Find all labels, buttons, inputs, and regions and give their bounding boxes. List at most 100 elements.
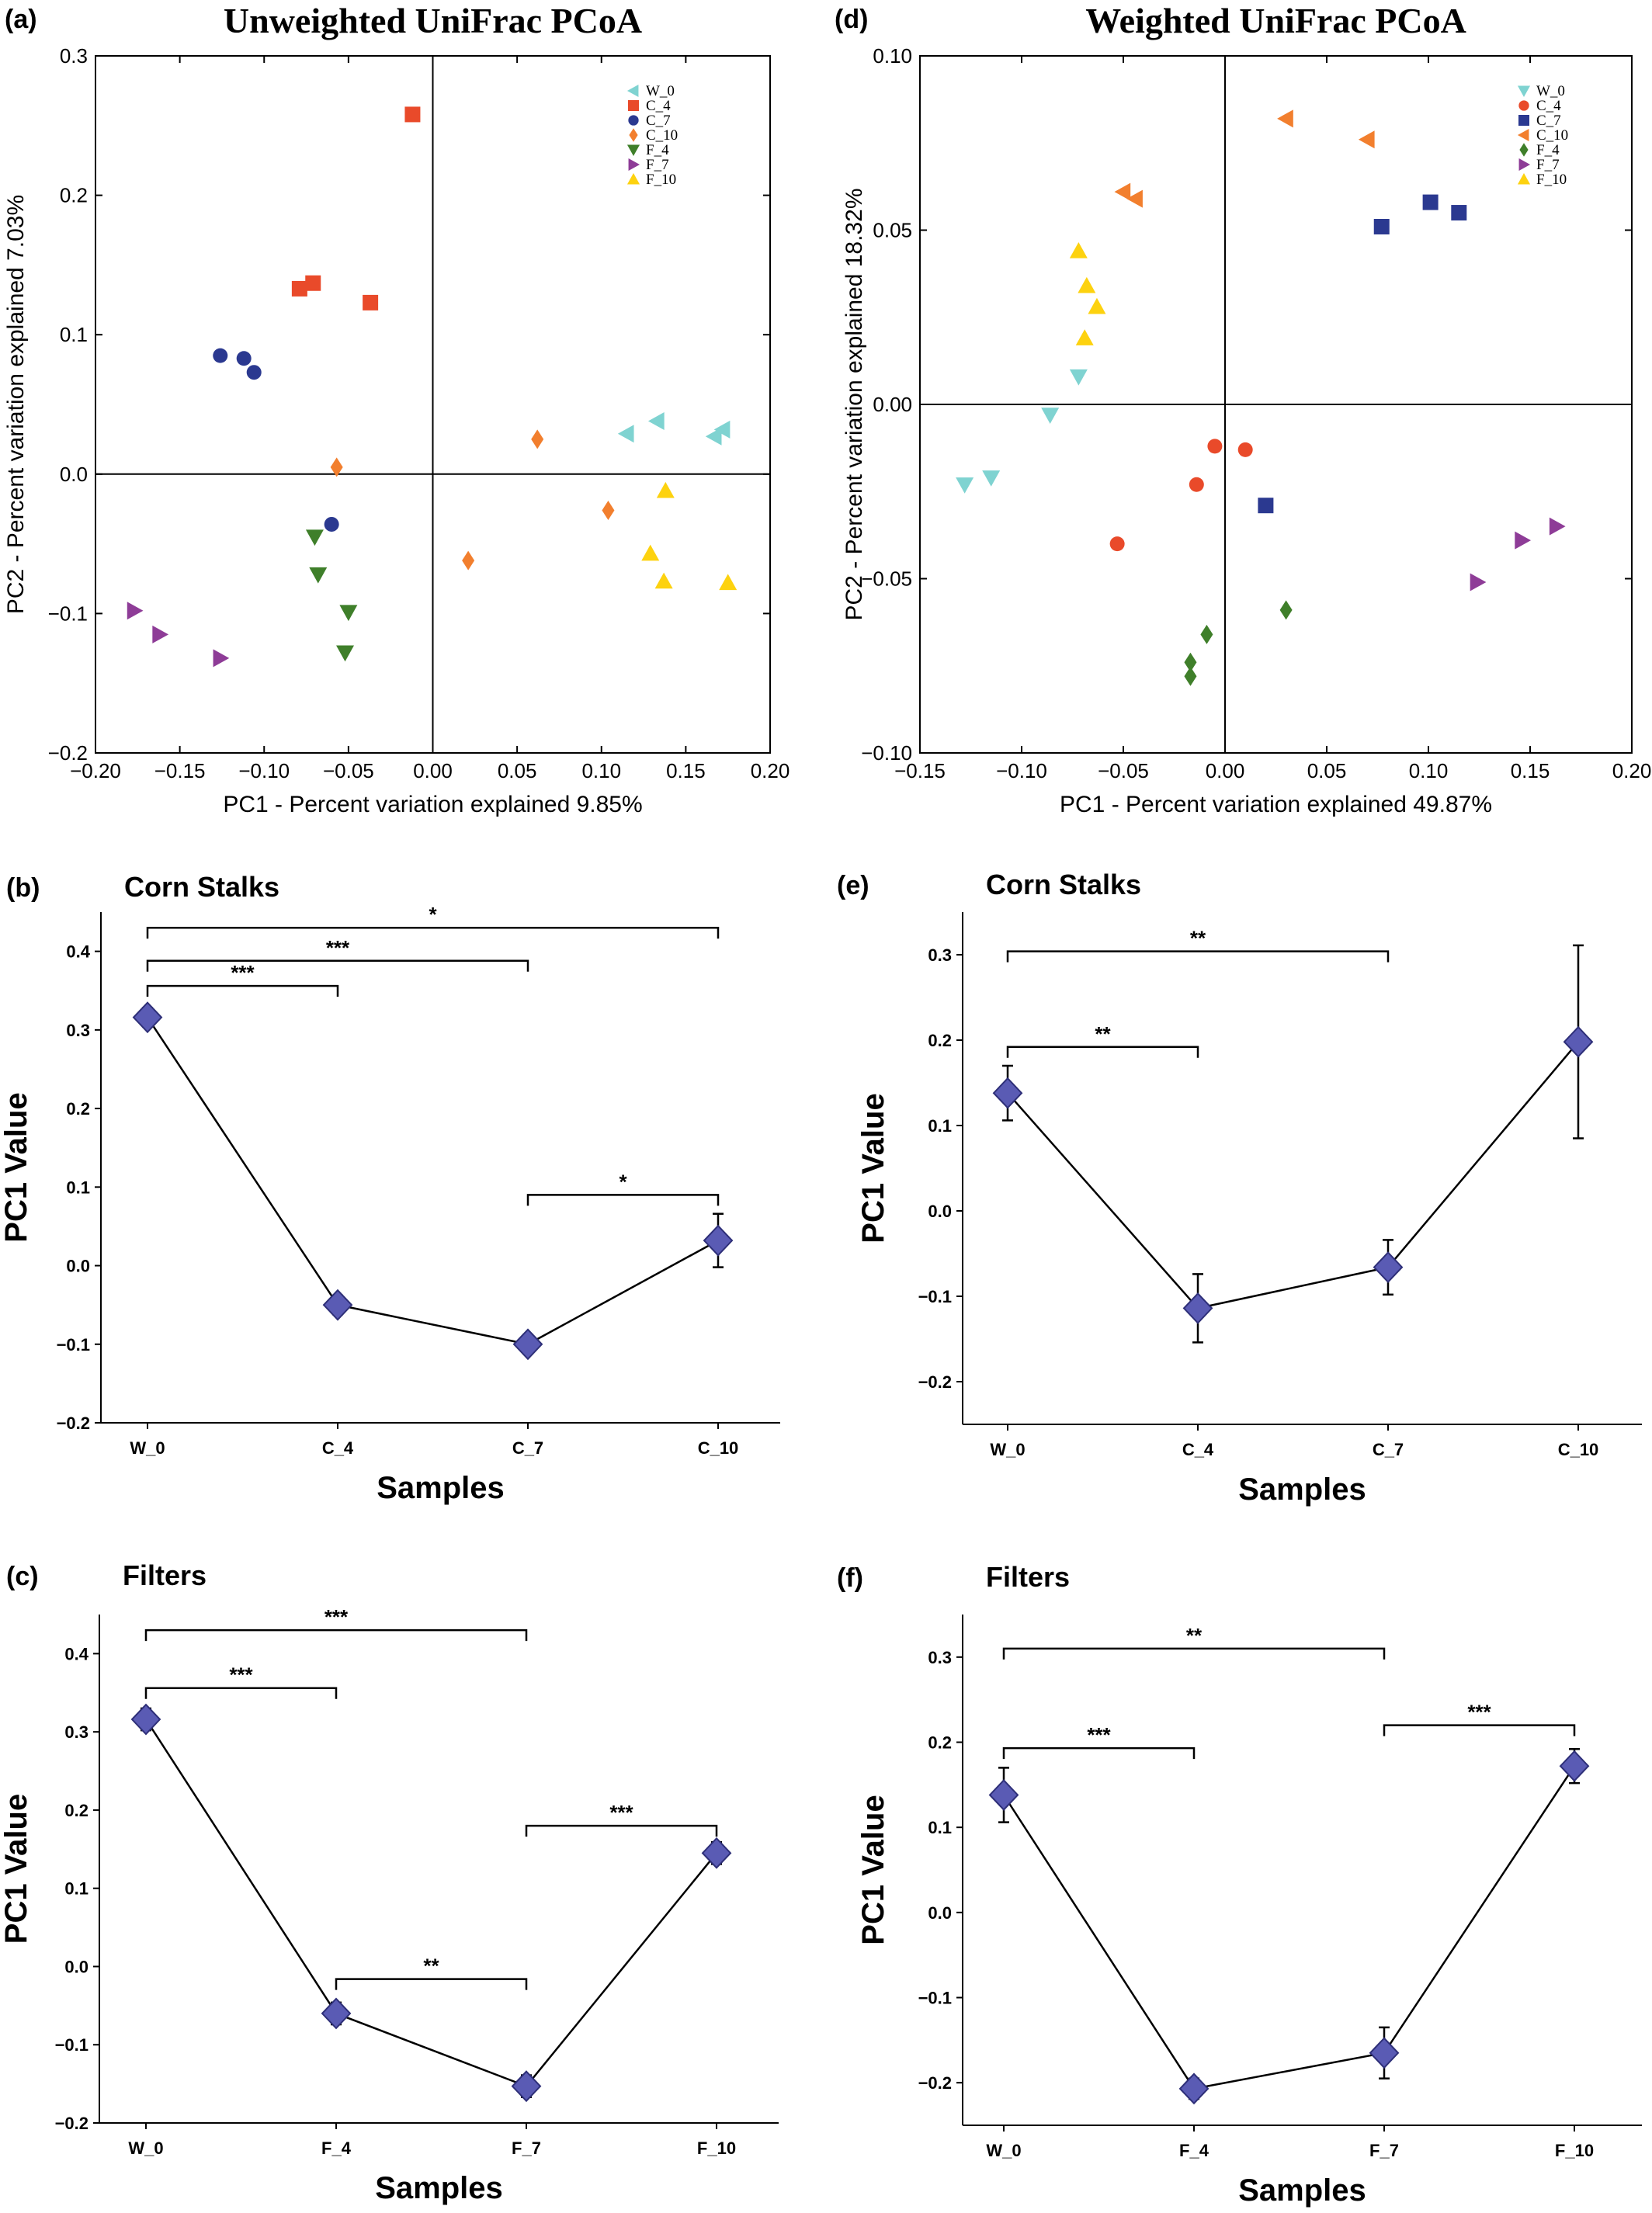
point-f-4 xyxy=(1184,652,1197,672)
legend-label: C_7 xyxy=(1536,113,1561,129)
y-tick-label: 0.10 xyxy=(873,44,912,68)
x-tick-label: C_4 xyxy=(1182,1440,1214,1459)
y-axis-title: PC1 Value xyxy=(0,1794,33,1944)
x-tick-label: F_7 xyxy=(1369,2141,1399,2160)
y-tick-label: 0.3 xyxy=(60,44,88,68)
point-c-10 xyxy=(602,500,615,520)
point-f-7 xyxy=(152,625,169,643)
x-tick-label: W_0 xyxy=(990,1440,1025,1459)
legend-label: F_4 xyxy=(646,142,669,158)
y-tick-label: −0.1 xyxy=(55,2035,88,2055)
point-c-7 xyxy=(236,351,252,366)
series-line xyxy=(1002,1765,1576,2090)
chart-title: Unweighted UniFrac PCoA xyxy=(224,1,642,40)
legend-label: F_4 xyxy=(1536,142,1560,158)
y-tick-label: −0.2 xyxy=(918,2073,952,2093)
point-c-10 xyxy=(462,550,475,571)
y-tick-label: 0.0 xyxy=(60,463,88,486)
x-tick-label: −0.15 xyxy=(894,759,946,782)
significance-label: *** xyxy=(1087,1723,1111,1746)
panel-label: (b) xyxy=(6,873,40,903)
x-tick-label: F_4 xyxy=(1179,2141,1210,2160)
pc1-panel-b: −0.2 −0.1 0.0 0.1 0.2 0.3 0.4 W_0 C_4 C_7 C_10 (b) C… xyxy=(0,871,780,1505)
point-f-7 xyxy=(1470,573,1487,591)
significance-label: *** xyxy=(1467,1701,1491,1724)
x-tick-label: −0.20 xyxy=(70,759,121,782)
x-tick-label: 0.00 xyxy=(413,759,453,782)
y-tick-label: 0.1 xyxy=(60,323,88,346)
y-tick-label: 0.3 xyxy=(66,1021,90,1040)
significance-label: *** xyxy=(326,936,350,959)
pc1-panel-e: −0.2 −0.1 0.0 0.1 0.2 0.3 W_0 C_4 C_7 C_10 (e) Corn… xyxy=(837,869,1642,1507)
x-tick-label: F_7 xyxy=(512,2138,541,2158)
significance-bracket xyxy=(335,1978,528,1990)
x-tick-label: W_0 xyxy=(986,2141,1021,2160)
x-axis-title: PC1 - Percent variation explained 9.85% xyxy=(223,792,642,817)
point-c-4 xyxy=(1207,439,1223,454)
point-c-4 xyxy=(1189,477,1204,492)
significance-bracket xyxy=(1002,1647,1386,1660)
point-c-7 xyxy=(1422,194,1439,210)
x-tick-label: 0.10 xyxy=(1409,759,1449,782)
point-f-7 xyxy=(127,602,144,620)
y-tick-label: 0.2 xyxy=(928,1031,952,1050)
point-f-7 xyxy=(1549,517,1566,536)
data-marker-w-0 xyxy=(988,1779,1019,1811)
legend-label: C_4 xyxy=(1536,98,1561,114)
y-tick-label: 0.0 xyxy=(928,1903,952,1923)
panel-label: (c) xyxy=(6,1562,39,1591)
y-tick-label: 0.3 xyxy=(928,1648,952,1667)
x-tick-label: −0.05 xyxy=(323,759,374,782)
y-tick-label: −0.05 xyxy=(861,567,912,591)
x-tick-label: W_0 xyxy=(128,2138,163,2158)
pc1-panel-c: −0.2 −0.1 0.0 0.1 0.2 0.3 0.4 W_0 F_4 F_7 F_10 (c) F… xyxy=(0,1559,779,2205)
x-tick-label: −0.15 xyxy=(154,759,206,782)
significance-label: ** xyxy=(1190,927,1206,950)
y-tick-label: 0.0 xyxy=(66,1257,90,1276)
legend-label: C_7 xyxy=(646,113,671,129)
y-tick-label: 0.3 xyxy=(928,945,952,965)
point-f-10 xyxy=(1088,297,1106,314)
y-tick-label: 0.05 xyxy=(873,219,912,242)
y-tick-label: 0.1 xyxy=(928,1818,952,1837)
significance-bracket xyxy=(1002,1746,1196,1760)
legend-marker-c-7 xyxy=(628,115,639,126)
significance-label: * xyxy=(429,903,437,926)
x-tick-label: C_10 xyxy=(1558,1440,1599,1459)
point-c-10 xyxy=(1358,130,1375,149)
point-c-10 xyxy=(330,457,343,477)
point-f-4 xyxy=(339,605,358,622)
y-tick-label: 0.1 xyxy=(64,1879,88,1899)
chart-title: Filters xyxy=(123,1559,206,1591)
x-tick-label: F_10 xyxy=(1555,2141,1594,2160)
point-w-0 xyxy=(982,470,1001,487)
y-tick-label: 0.1 xyxy=(66,1178,90,1197)
legend-marker-f-4 xyxy=(626,144,640,157)
x-tick-label: C_7 xyxy=(1373,1440,1404,1459)
y-tick-label: 0.0 xyxy=(928,1202,952,1221)
x-tick-label: 0.20 xyxy=(751,759,790,782)
y-tick-label: 0.00 xyxy=(873,393,912,416)
chart-title: Filters xyxy=(986,1561,1070,1593)
point-w-0 xyxy=(705,427,722,446)
point-f-4 xyxy=(309,567,328,584)
point-c-7 xyxy=(1451,205,1467,221)
x-tick-label: 0.15 xyxy=(1511,759,1550,782)
data-marker-w-0 xyxy=(132,1001,163,1034)
legend-label: W_0 xyxy=(1536,83,1565,99)
point-w-0 xyxy=(617,425,634,443)
significance-bracket xyxy=(525,1824,718,1837)
y-tick-label: 0.2 xyxy=(928,1733,952,1753)
significance-bracket xyxy=(144,1687,338,1699)
point-f-10 xyxy=(641,544,660,561)
legend-marker-w-0 xyxy=(1517,85,1531,98)
point-c-7 xyxy=(1373,219,1390,235)
data-marker-f-4 xyxy=(321,1997,352,2030)
significance-bracket xyxy=(1006,950,1390,963)
y-tick-label: 0.0 xyxy=(64,1957,88,1976)
point-c-4 xyxy=(291,280,307,297)
point-f-10 xyxy=(719,574,738,591)
legend-marker-f-7 xyxy=(1518,158,1531,172)
legend-marker-c-7 xyxy=(1518,115,1529,126)
